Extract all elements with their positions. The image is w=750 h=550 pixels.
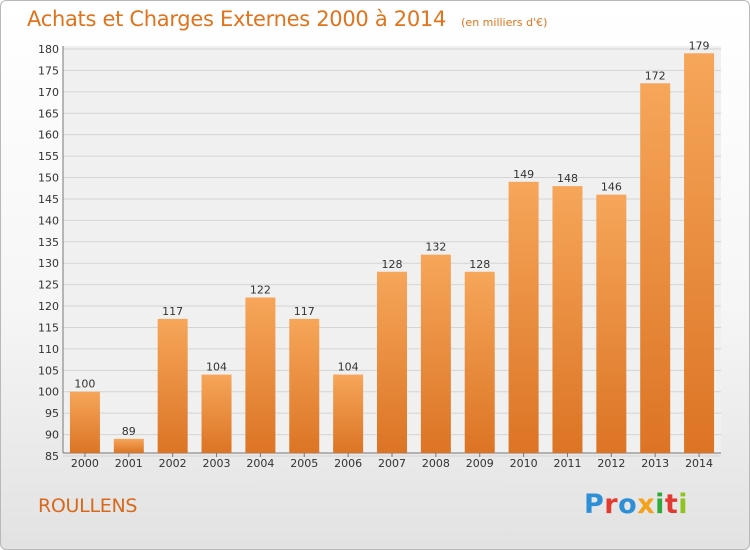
value-label-2005: 117 (294, 305, 315, 318)
value-label-2002: 117 (162, 305, 183, 318)
x-tick-label-2003: 2003 (203, 457, 231, 470)
value-label-2001: 89 (122, 425, 136, 438)
logo-letter: r (604, 489, 619, 520)
x-tick-label-2012: 2012 (597, 457, 625, 470)
value-label-2008: 132 (425, 241, 446, 254)
logo-letter: x (637, 489, 656, 520)
bar-2000 (69, 391, 100, 453)
bar-2007 (377, 271, 407, 453)
y-tick-label: 85 (45, 450, 59, 463)
y-tick-label: 90 (45, 429, 59, 442)
x-tick-label-2010: 2010 (510, 457, 538, 470)
bar-2008 (420, 254, 451, 453)
y-tick-label: 145 (38, 193, 59, 206)
y-tick-label: 105 (38, 364, 59, 377)
title-row: Achats et Charges Externes 2000 à 2014 (… (27, 7, 547, 31)
x-tick-label-2001: 2001 (115, 457, 143, 470)
bar-2013 (640, 83, 671, 453)
value-label-2006: 104 (338, 361, 359, 374)
logo-letter: o (618, 489, 638, 520)
bar-2003 (201, 374, 232, 453)
bar-2004 (245, 297, 276, 453)
y-tick-label: 160 (38, 129, 59, 142)
x-tick-label-2014: 2014 (685, 457, 713, 470)
logo-letter: i (655, 489, 665, 520)
x-tick-label-2008: 2008 (422, 457, 450, 470)
value-label-2011: 148 (557, 172, 578, 185)
bar-2006 (333, 374, 364, 453)
x-tick-label-2000: 2000 (71, 457, 99, 470)
x-tick-label-2011: 2011 (553, 457, 581, 470)
y-tick-label: 95 (45, 407, 59, 420)
bar-2009 (464, 271, 495, 453)
value-label-2009: 128 (469, 258, 490, 271)
y-tick-label: 125 (38, 279, 59, 292)
y-tick-label: 120 (38, 300, 59, 313)
y-tick-label: 170 (38, 86, 59, 99)
value-label-2012: 146 (601, 181, 622, 194)
bar-2011 (552, 186, 583, 454)
y-tick-label: 100 (38, 386, 59, 399)
logo-letter: t (664, 489, 679, 520)
y-tick-label: 155 (38, 150, 59, 163)
bar-2001 (113, 438, 144, 453)
x-tick-label-2006: 2006 (334, 457, 362, 470)
y-tick-label: 110 (38, 343, 59, 356)
value-label-2003: 104 (206, 361, 227, 374)
bar-2010 (508, 181, 539, 453)
y-tick-label: 150 (38, 172, 59, 185)
y-tick-label: 175 (38, 64, 59, 77)
value-label-2000: 100 (74, 378, 95, 391)
y-tick-label: 140 (38, 214, 59, 227)
y-tick-label: 130 (38, 257, 59, 270)
bar-2005 (289, 318, 320, 453)
proxiti-logo: Proxiti (584, 489, 688, 520)
x-tick-label-2007: 2007 (378, 457, 406, 470)
value-label-2007: 128 (382, 258, 403, 271)
chart-subtitle: (en milliers d'€) (461, 16, 548, 29)
value-label-2014: 179 (689, 39, 710, 52)
value-label-2013: 172 (645, 69, 666, 82)
value-label-2004: 122 (250, 283, 271, 296)
y-tick-label: 135 (38, 236, 59, 249)
chart-title: Achats et Charges Externes 2000 à 2014 (27, 7, 447, 31)
x-tick-label-2013: 2013 (641, 457, 669, 470)
bar-2014 (684, 53, 715, 453)
x-tick-label-2004: 2004 (246, 457, 274, 470)
x-tick-label-2005: 2005 (290, 457, 318, 470)
bar-2002 (157, 318, 188, 453)
x-tick-label-2002: 2002 (159, 457, 187, 470)
y-tick-label: 180 (38, 43, 59, 56)
y-tick-label: 165 (38, 107, 59, 120)
value-label-2010: 149 (513, 168, 534, 181)
commune-name: ROULLENS (38, 495, 138, 517)
bar-2012 (596, 194, 627, 454)
y-tick-label: 115 (38, 321, 59, 334)
x-tick-label-2009: 2009 (466, 457, 494, 470)
logo-letter: P (584, 489, 605, 520)
logo-letter: i (678, 489, 689, 520)
